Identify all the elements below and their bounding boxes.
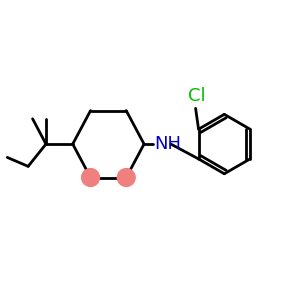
Text: Cl: Cl [188, 87, 206, 105]
Circle shape [82, 169, 100, 186]
Circle shape [117, 169, 135, 186]
Text: NH: NH [154, 135, 182, 153]
